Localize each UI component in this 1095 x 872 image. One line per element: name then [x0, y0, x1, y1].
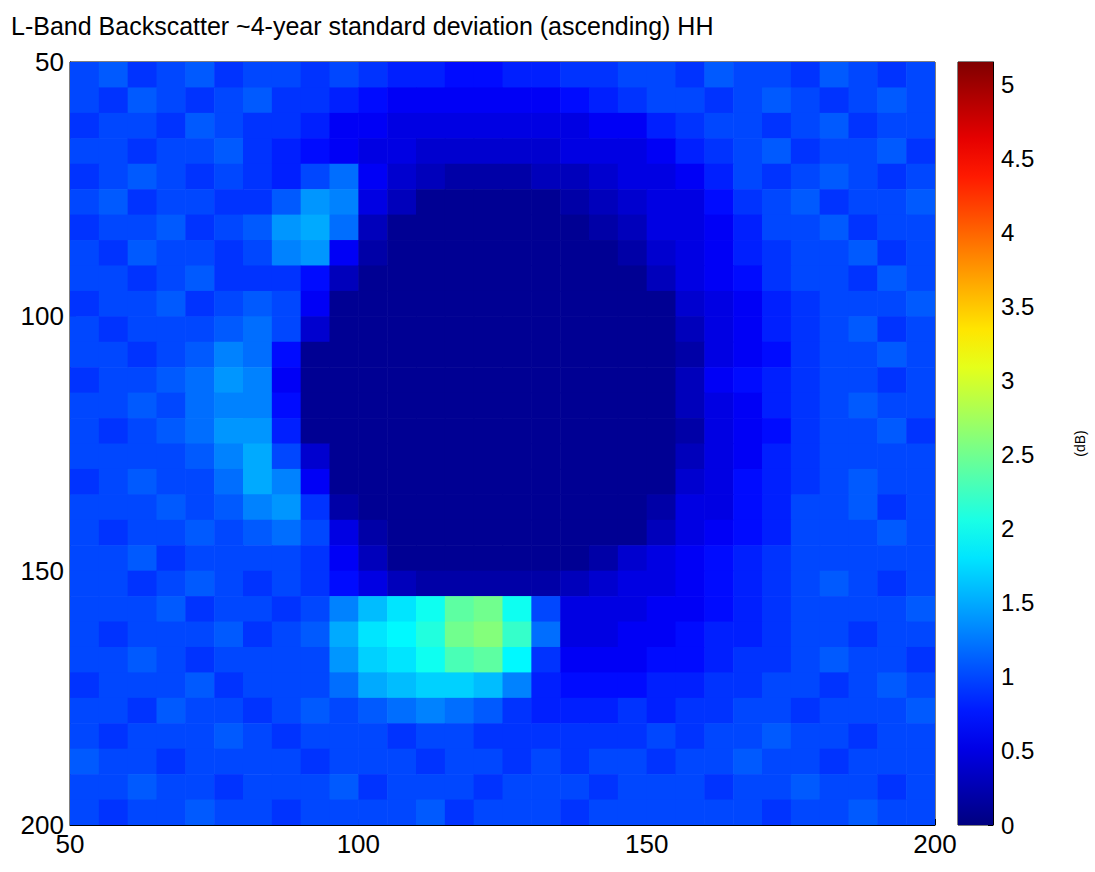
- svg-text:1: 1: [1001, 663, 1014, 690]
- svg-text:150: 150: [625, 829, 668, 859]
- svg-text:0.5: 0.5: [1001, 737, 1034, 764]
- svg-text:4: 4: [1001, 219, 1014, 246]
- svg-text:100: 100: [21, 301, 64, 331]
- svg-text:3.5: 3.5: [1001, 293, 1034, 320]
- svg-text:150: 150: [21, 556, 64, 586]
- svg-text:100: 100: [337, 829, 380, 859]
- svg-text:2.5: 2.5: [1001, 441, 1034, 468]
- svg-text:0: 0: [1001, 812, 1014, 839]
- svg-text:(dB): (dB): [1072, 430, 1088, 456]
- svg-text:200: 200: [20, 810, 64, 840]
- svg-text:2: 2: [1001, 515, 1014, 542]
- svg-text:50: 50: [56, 829, 85, 859]
- svg-text:50: 50: [35, 47, 64, 77]
- svg-text:L-Band Backscatter ~4-year sta: L-Band Backscatter ~4-year standard devi…: [11, 12, 713, 40]
- svg-text:3: 3: [1001, 367, 1014, 394]
- svg-text:1.5: 1.5: [1001, 589, 1034, 616]
- svg-text:4.5: 4.5: [1001, 145, 1034, 172]
- svg-text:5: 5: [1001, 71, 1014, 98]
- svg-text:200: 200: [913, 829, 956, 859]
